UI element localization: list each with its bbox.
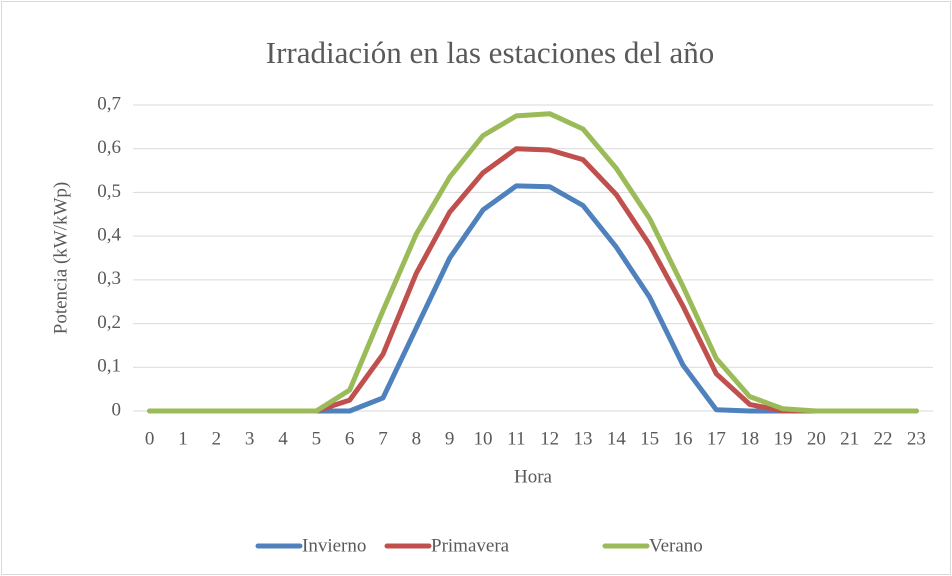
legend-label: Primavera: [431, 535, 510, 556]
x-tick-label: 23: [907, 428, 926, 449]
x-tick-label: 15: [640, 428, 659, 449]
x-tick-label: 12: [540, 428, 559, 449]
x-tick-label: 5: [312, 428, 322, 449]
series-line: [147, 111, 919, 414]
x-tick-label: 11: [507, 428, 525, 449]
y-tick-label: 0,6: [97, 137, 121, 158]
x-tick-label: 14: [607, 428, 627, 449]
x-tick-label: 13: [574, 428, 593, 449]
x-tick-label: 22: [874, 428, 893, 449]
x-tick-label: 10: [474, 428, 493, 449]
y-tick-label: 0,3: [97, 268, 121, 289]
x-tick-label: 0: [145, 428, 155, 449]
y-tick-label: 0,5: [97, 181, 121, 202]
legend-label: Verano: [649, 535, 703, 556]
x-axis-label: Hora: [514, 466, 553, 487]
x-tick-label: 19: [774, 428, 793, 449]
legend-label: Invierno: [302, 535, 366, 556]
x-tick-label: 6: [345, 428, 355, 449]
y-tick-label: 0,4: [97, 225, 121, 246]
x-tick-label: 9: [445, 428, 455, 449]
x-tick-label: 4: [278, 428, 288, 449]
y-tick-label: 0,2: [97, 312, 121, 333]
x-tick-label: 21: [840, 428, 859, 449]
x-tick-label: 17: [707, 428, 726, 449]
x-tick-label: 8: [412, 428, 422, 449]
x-tick-label: 20: [807, 428, 826, 449]
chart-title: Irradiación en las estaciones del año: [266, 35, 714, 70]
y-tick-label: 0,7: [97, 93, 121, 114]
x-tick-label: 3: [245, 428, 255, 449]
y-axis-label: Potencia (kW/kWp): [50, 182, 71, 334]
y-tick-label: 0,1: [97, 356, 121, 377]
x-tick-label: 7: [378, 428, 388, 449]
x-tick-label: 1: [178, 428, 188, 449]
x-tick-label: 2: [212, 428, 222, 449]
x-tick-label: 16: [674, 428, 693, 449]
x-tick-label: 18: [740, 428, 759, 449]
y-tick-label: 0: [112, 399, 122, 420]
